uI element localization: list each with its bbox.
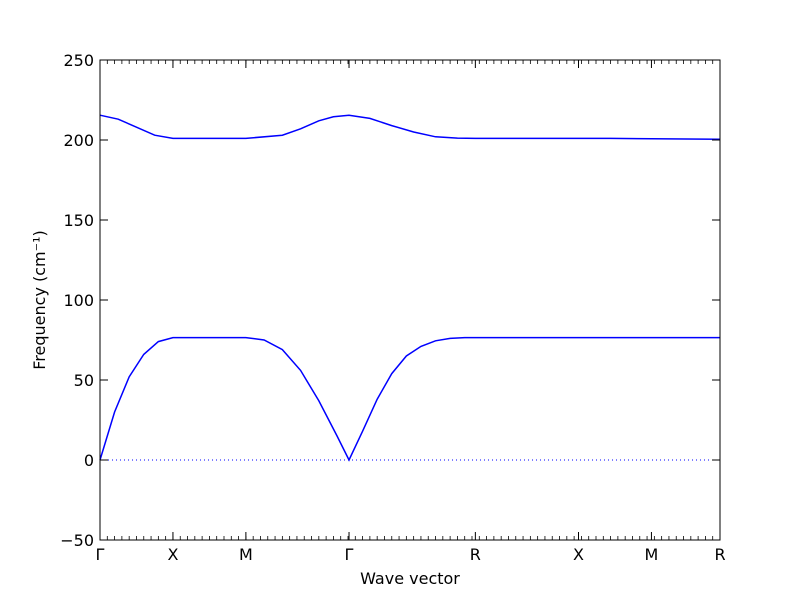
y-tick-label: 0 bbox=[84, 451, 94, 470]
series-line-1 bbox=[99, 114, 721, 140]
x-tick-label: X bbox=[573, 545, 584, 564]
x-tick-label: X bbox=[167, 545, 178, 564]
x-tick-label: Γ bbox=[96, 545, 105, 564]
y-tick-label: 150 bbox=[63, 211, 94, 230]
x-tick-label: R bbox=[470, 545, 481, 564]
y-tick-label: 200 bbox=[63, 131, 94, 150]
y-tick-label: −50 bbox=[60, 531, 94, 550]
series-line-2 bbox=[99, 336, 720, 462]
y-tick-label: 50 bbox=[74, 371, 94, 390]
y-axis-label: Frequency (cm⁻¹) bbox=[30, 230, 49, 369]
x-tick-label: M bbox=[645, 545, 659, 564]
x-tick-label: R bbox=[714, 545, 725, 564]
y-tick-label: 100 bbox=[63, 291, 94, 310]
x-tick-label: Γ bbox=[345, 545, 354, 564]
x-axis-label: Wave vector bbox=[360, 569, 460, 588]
plot-frame bbox=[99, 59, 721, 541]
x-tick-label: M bbox=[239, 545, 253, 564]
plot-area: −50 0 50 100 150 200 250 Γ X M Γ R X M R bbox=[60, 51, 725, 564]
y-tick-label: 250 bbox=[63, 51, 94, 70]
